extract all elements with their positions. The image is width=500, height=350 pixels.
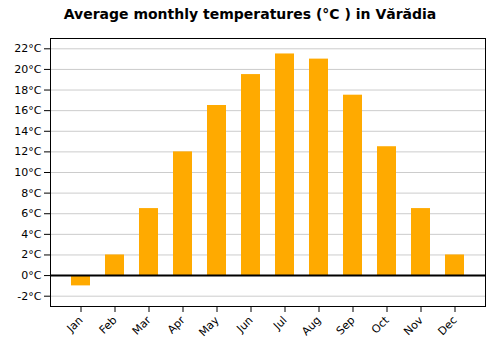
- svg-text:May: May: [196, 313, 222, 339]
- svg-text:Aug: Aug: [299, 314, 323, 338]
- svg-text:Nov: Nov: [401, 313, 426, 338]
- html-text:Average monthly temperatures (: Average monthly temperatures (°C ) in Vă…: [63, 6, 437, 22]
- svg-text:10°C: 10°C: [14, 166, 41, 179]
- svg-text:14°C: 14°C: [14, 125, 41, 138]
- svg-text:Jan: Jan: [64, 314, 86, 336]
- svg-text:Mar: Mar: [130, 313, 154, 337]
- svg-text:4°C: 4°C: [21, 228, 41, 241]
- svg-text:Dec: Dec: [435, 314, 459, 338]
- svg-text:Oct: Oct: [369, 313, 392, 336]
- svg-text:Feb: Feb: [97, 314, 120, 337]
- svg-text:6°C: 6°C: [21, 207, 41, 220]
- svg-text:8°C: 8°C: [21, 187, 41, 200]
- svg-text:Jul: Jul: [270, 314, 289, 333]
- svg-text:16°C: 16°C: [14, 104, 41, 117]
- svg-text:22°C: 22°C: [14, 42, 41, 55]
- svg-text:Apr: Apr: [165, 313, 188, 336]
- svg-text:12°C: 12°C: [14, 145, 41, 158]
- svg-text:2°C: 2°C: [21, 248, 41, 261]
- svg-text:Jun: Jun: [234, 314, 256, 336]
- svg-text:0°C: 0°C: [21, 269, 41, 282]
- svg-text:20°C: 20°C: [14, 63, 41, 76]
- svg-text:18°C: 18°C: [14, 84, 41, 97]
- svg-text:Sep: Sep: [334, 314, 358, 338]
- svg-text:-2°C: -2°C: [17, 290, 41, 303]
